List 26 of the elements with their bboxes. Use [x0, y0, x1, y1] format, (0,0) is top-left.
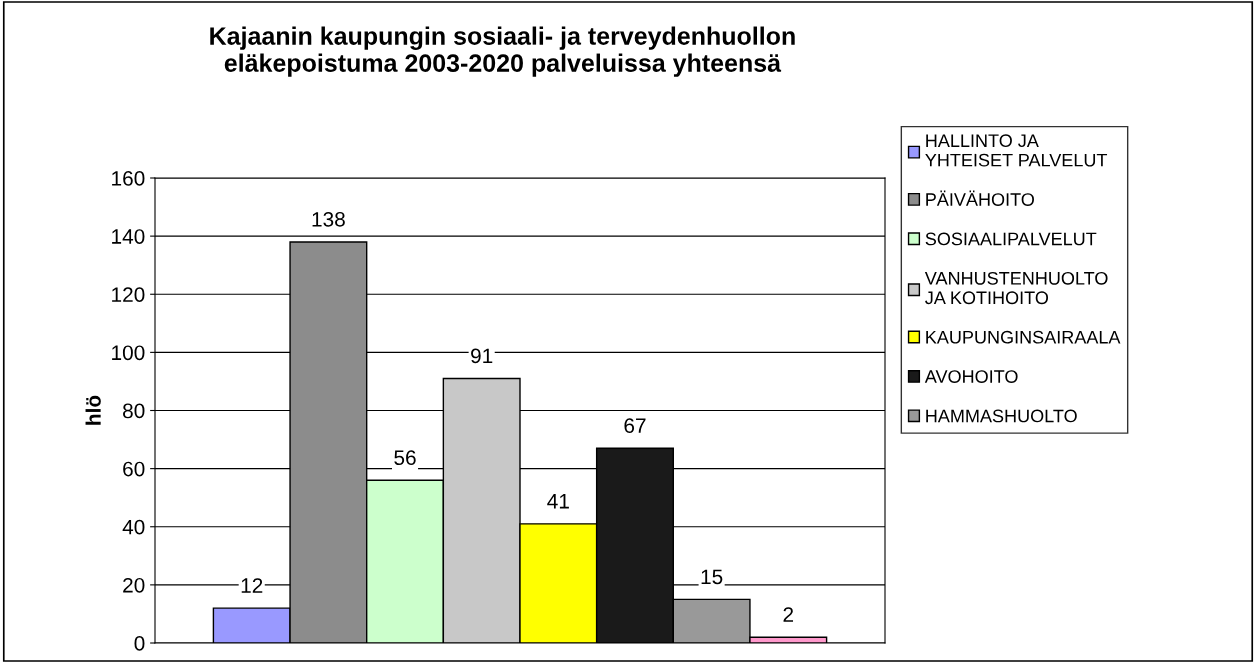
- y-tick-label: 40: [122, 519, 145, 535]
- legend-label: PÄIVÄHOITO: [926, 190, 1034, 206]
- data-label: 41: [547, 494, 569, 509]
- data-label: 91: [471, 348, 493, 364]
- y-tick-label: 80: [123, 403, 145, 419]
- y-tick-label: 140: [112, 229, 145, 244]
- legend-label: KAUPUNGINSAIRAALA: [926, 330, 1121, 344]
- legend-label: HAMMASHUOLTO: [926, 409, 1077, 423]
- data-label: 56: [394, 450, 416, 466]
- data-label: 12: [241, 578, 263, 593]
- legend-label: SOSIAALIPALVELUT: [925, 232, 1097, 246]
- data-label: 138: [312, 211, 345, 227]
- legend-label: HALLINTO JA YHTEISET PALVELUT: [925, 134, 1108, 167]
- y-tick-label: 0: [134, 636, 145, 651]
- data-label: 15: [701, 569, 723, 585]
- y-tick-label: 20: [123, 577, 145, 593]
- chart-title: Kajaanin kaupungin sosiaali- ja terveydenhuollon eläkepoistuma 2003-2020 palveluissa yhteensä: [210, 26, 795, 77]
- y-tick-label: 100: [112, 345, 145, 361]
- data-label: 67: [624, 418, 646, 434]
- data-label: 2: [783, 607, 794, 622]
- legend-label: VANHUSTENHUOLTO JA KOTIHOITO: [924, 271, 1108, 305]
- y-tick-label: 160: [112, 171, 145, 186]
- y-axis-title: hlö: [85, 395, 101, 425]
- legend-label: AVOHOITO: [924, 370, 1018, 383]
- y-tick-label: 120: [112, 287, 145, 302]
- y-tick-label: 60: [123, 461, 145, 477]
